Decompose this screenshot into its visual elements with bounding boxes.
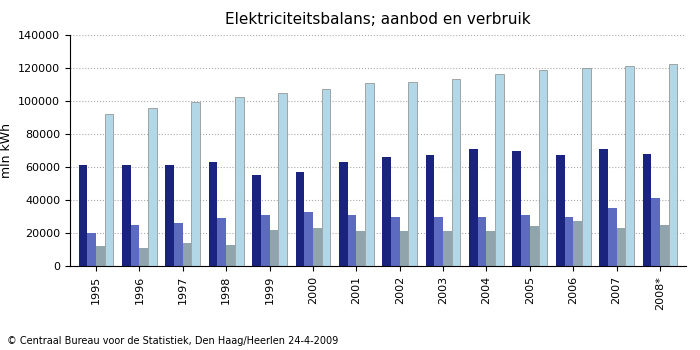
Bar (365, 83, 374, 266)
Bar (105, 114, 113, 266)
Bar (617, 228, 625, 266)
Bar (174, 223, 183, 266)
Bar (78, 165, 88, 266)
Bar (599, 149, 608, 266)
Bar (226, 245, 234, 266)
Bar (478, 217, 486, 266)
Bar (400, 231, 408, 266)
Bar (148, 107, 157, 266)
Bar (183, 243, 192, 266)
Bar (469, 149, 478, 266)
Bar (252, 175, 261, 266)
Bar (270, 230, 278, 266)
Bar (443, 231, 452, 266)
Bar (356, 231, 365, 266)
Bar (192, 102, 200, 266)
Y-axis label: mln kWh: mln kWh (0, 123, 13, 178)
Bar (435, 217, 443, 266)
Bar (295, 172, 304, 266)
Bar (573, 222, 582, 266)
Bar (339, 162, 348, 266)
Bar (122, 165, 131, 266)
Bar (582, 68, 591, 266)
Bar (522, 215, 530, 266)
Bar (608, 208, 617, 266)
Bar (660, 225, 668, 266)
Bar (452, 79, 461, 266)
Bar (426, 155, 435, 266)
Bar (564, 217, 573, 266)
Bar (209, 162, 218, 266)
Bar (643, 154, 651, 266)
Text: © Centraal Bureau voor de Statistiek, Den Haag/Heerlen 24-4-2009: © Centraal Bureau voor de Statistiek, De… (7, 336, 338, 346)
Bar (668, 64, 678, 266)
Bar (139, 248, 148, 266)
Bar (313, 228, 321, 266)
Bar (278, 93, 287, 266)
Bar (391, 217, 400, 266)
Bar (304, 211, 313, 266)
Bar (486, 231, 495, 266)
Bar (234, 97, 244, 266)
Bar (651, 198, 660, 266)
Bar (495, 74, 504, 266)
Bar (218, 218, 226, 266)
Bar (348, 215, 356, 266)
Bar (131, 225, 139, 266)
Bar (382, 157, 391, 266)
Bar (408, 82, 417, 266)
Bar (321, 89, 330, 266)
Bar (165, 165, 174, 266)
Title: Elektriciteitsbalans; aanbod en verbruik: Elektriciteitsbalans; aanbod en verbruik (225, 12, 531, 27)
Bar (530, 226, 538, 266)
Bar (261, 215, 270, 266)
Bar (512, 150, 522, 266)
Bar (88, 233, 96, 266)
Bar (96, 246, 105, 266)
Bar (538, 70, 547, 266)
Bar (625, 65, 634, 266)
Bar (556, 155, 564, 266)
